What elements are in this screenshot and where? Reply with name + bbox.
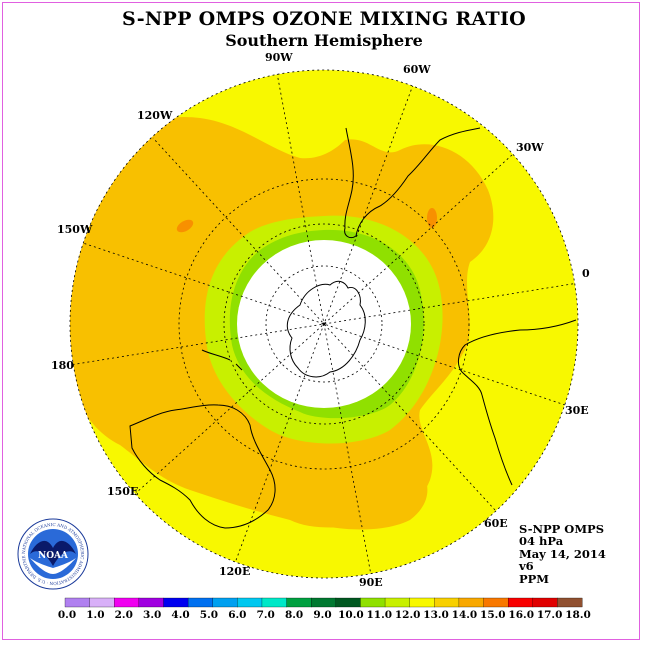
colorbar-swatch — [360, 597, 386, 608]
colorbar-swatch — [286, 597, 312, 608]
coast-antarctica — [286, 280, 366, 378]
colorbar-swatch — [212, 597, 238, 608]
label-30w: 30W — [516, 141, 544, 154]
lat-circle-3 — [265, 265, 383, 383]
colorbar-label: 4.0 — [171, 609, 189, 621]
label-60w: 60W — [403, 63, 431, 76]
label-150e: 150E — [107, 485, 138, 498]
colorbar-swatch — [89, 597, 115, 608]
noaa-logo: NOAA NATIONAL OCEANIC AND ATMOSPHERIC AD… — [17, 518, 89, 590]
info-units: PPM — [519, 571, 550, 586]
meridian-0-180 — [70, 282, 578, 366]
label-90w: 90W — [265, 51, 293, 64]
info-version: v6 — [519, 559, 534, 574]
info-date: May 14, 2014 — [519, 546, 606, 561]
colorbar-label: 11.0 — [366, 609, 392, 621]
coast-new-zealand — [201, 349, 243, 371]
colorbar-label: 3.0 — [143, 609, 161, 621]
colorbar-swatch — [114, 597, 140, 608]
colorbar-label: 1.0 — [86, 609, 104, 621]
colorbar-swatch — [64, 597, 91, 608]
label-90e: 90E — [359, 576, 383, 589]
colorbar-swatch — [458, 597, 484, 608]
colorbar-label: 7.0 — [257, 609, 275, 621]
label-120w: 120W — [137, 109, 173, 122]
colorbar-swatch — [138, 597, 164, 608]
pole-dot — [322, 322, 326, 326]
coast-south-america — [344, 127, 481, 239]
colorbar-swatch — [557, 597, 583, 608]
info-block: S-NPP OMPS 04 hPa May 14, 2014 v6 PPM — [519, 523, 606, 585]
label-0: 0 — [582, 267, 590, 280]
logo-text: NOAA — [38, 551, 69, 561]
colorbar-swatch — [409, 597, 435, 608]
longitude-labels: 90W 60W 30W 0 30E 60E 90E 120E 150E 180 … — [51, 51, 590, 589]
colorbar-swatch — [335, 597, 361, 608]
colorbar-label: 8.0 — [285, 609, 303, 621]
colorbar-label: 14.0 — [452, 609, 478, 621]
lat-circle-1 — [178, 178, 470, 470]
map-subtitle: Southern Hemisphere — [225, 31, 423, 50]
info-level: 04 hPa — [519, 534, 564, 549]
colorbar-label: 10.0 — [338, 609, 364, 621]
colorbar-label: 5.0 — [200, 609, 218, 621]
colorbar-swatch — [237, 597, 263, 608]
colorbar-label: 6.0 — [228, 609, 246, 621]
colorbar-label: 9.0 — [313, 609, 331, 621]
colorbar-label: 15.0 — [480, 609, 506, 621]
field-orange-south — [160, 420, 428, 530]
ozone-field — [70, 70, 578, 578]
colorbar-label: 18.0 — [565, 609, 591, 621]
colorbar-label: 12.0 — [395, 609, 421, 621]
colorbar-swatch — [483, 597, 509, 608]
coastlines — [129, 127, 577, 529]
info-instrument: S-NPP OMPS — [519, 522, 605, 536]
colorbar-swatch — [163, 597, 189, 608]
label-150w: 150W — [57, 223, 93, 236]
colorbar-label: 16.0 — [508, 609, 534, 621]
colorbar-swatch — [532, 597, 558, 608]
coast-africa — [457, 319, 577, 486]
label-60e: 60E — [484, 517, 508, 530]
colorbar: 0.0 1.0 2.0 3.0 4.0 5.0 6.0 7.0 8.0 9.0 10.0 11.0 12… — [58, 597, 591, 621]
field-peak-east — [427, 208, 437, 228]
colorbar-label: 17.0 — [537, 609, 563, 621]
colorbar-swatch — [261, 597, 288, 608]
colorbar-label: 0.0 — [58, 609, 76, 621]
map-boundary — [69, 69, 579, 579]
colorbar-swatch — [507, 597, 534, 608]
colorbar-swatch — [311, 597, 337, 608]
meridian-60e-120w — [152, 137, 496, 511]
lat-circle-2 — [223, 223, 425, 425]
meridian-30w-150e — [135, 154, 513, 494]
label-180: 180 — [51, 359, 74, 372]
field-peak-west — [176, 219, 194, 233]
label-120e: 120E — [219, 565, 250, 578]
colorbar-label: 2.0 — [115, 609, 133, 621]
label-30e: 30E — [565, 404, 589, 417]
colorbar-swatch — [434, 597, 460, 608]
coast-australia — [129, 404, 276, 529]
colorbar-label: 13.0 — [423, 609, 449, 621]
figure-frame — [2, 2, 640, 640]
map-title: S-NPP OMPS OZONE MIXING RATIO — [121, 8, 527, 30]
colorbar-swatch — [187, 597, 214, 608]
colorbar-swatch — [384, 597, 411, 608]
